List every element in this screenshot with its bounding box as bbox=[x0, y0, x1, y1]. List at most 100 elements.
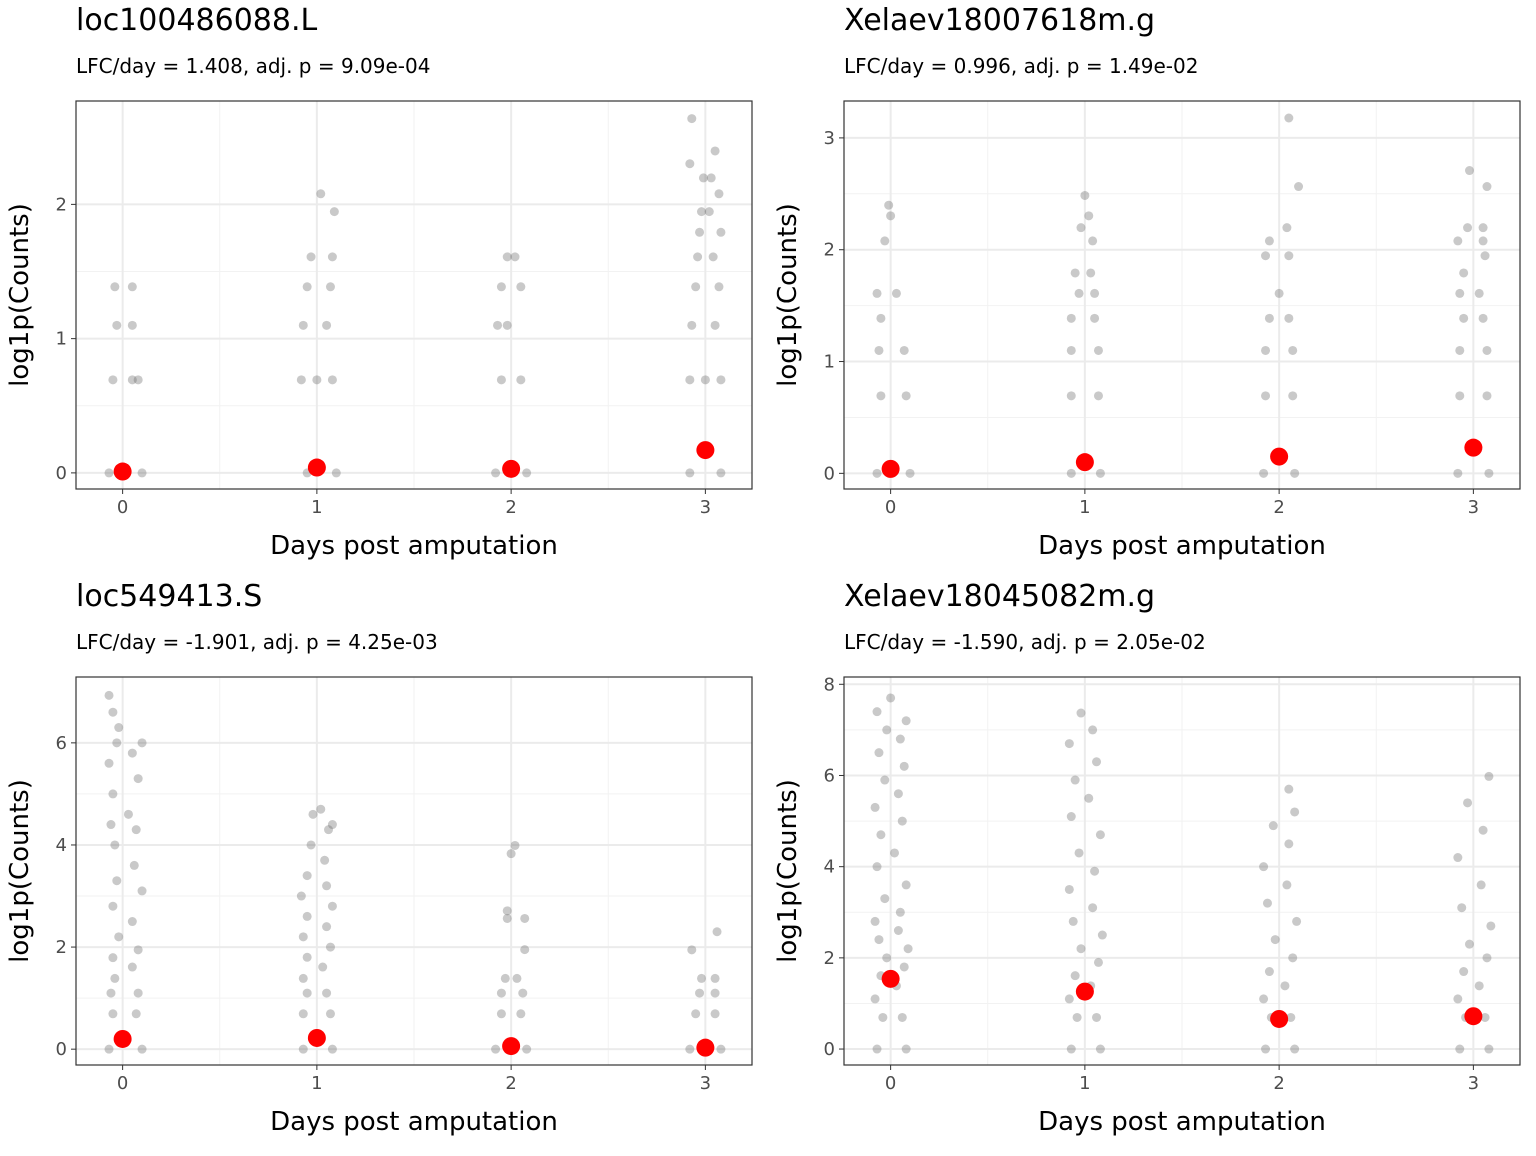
data-point bbox=[880, 236, 890, 246]
data-point bbox=[302, 952, 312, 962]
data-point bbox=[1093, 345, 1103, 355]
data-point bbox=[685, 468, 695, 478]
data-point bbox=[882, 953, 892, 963]
data-point bbox=[1090, 313, 1100, 323]
data-point bbox=[695, 988, 705, 998]
data-point bbox=[1064, 994, 1074, 1004]
data-point bbox=[1282, 223, 1292, 233]
x-axis-label: Days post amputation bbox=[270, 1107, 558, 1137]
data-point bbox=[881, 459, 900, 478]
data-point bbox=[704, 207, 714, 217]
data-point bbox=[104, 468, 114, 478]
y-tick-label: 6 bbox=[824, 765, 835, 786]
chart-title: Xelaev18045082m.g bbox=[844, 579, 1155, 614]
data-point bbox=[1282, 880, 1292, 890]
data-point bbox=[870, 802, 880, 812]
data-point bbox=[1459, 313, 1469, 323]
data-point bbox=[1070, 775, 1080, 785]
data-point bbox=[1478, 236, 1488, 246]
data-point bbox=[1090, 866, 1100, 876]
data-point bbox=[1480, 1012, 1490, 1022]
data-point bbox=[1290, 1044, 1300, 1054]
plot-border bbox=[75, 100, 753, 490]
data-point bbox=[1270, 935, 1280, 945]
data-point bbox=[110, 973, 120, 983]
data-point bbox=[716, 375, 726, 385]
data-point bbox=[1284, 313, 1294, 323]
data-point bbox=[890, 848, 900, 858]
data-point bbox=[1261, 1044, 1271, 1054]
data-point bbox=[502, 459, 521, 478]
data-point bbox=[131, 825, 141, 835]
data-point bbox=[1464, 939, 1474, 949]
data-point bbox=[1463, 223, 1473, 233]
x-tick-label: 1 bbox=[311, 497, 322, 518]
data-point bbox=[1064, 739, 1074, 749]
data-point bbox=[876, 313, 886, 323]
data-point bbox=[874, 935, 884, 945]
data-point bbox=[1290, 807, 1300, 817]
x-axis-label: Days post amputation bbox=[1038, 531, 1326, 561]
data-point bbox=[899, 962, 909, 972]
data-point bbox=[1455, 288, 1465, 298]
y-tick-label: 2 bbox=[56, 194, 67, 215]
data-point bbox=[302, 871, 312, 881]
x-tick-label: 0 bbox=[885, 1073, 896, 1094]
data-point bbox=[1088, 903, 1098, 913]
data-point bbox=[1474, 981, 1484, 991]
data-point bbox=[893, 789, 903, 799]
data-point bbox=[899, 761, 909, 771]
data-point bbox=[1066, 391, 1076, 401]
data-point bbox=[1264, 967, 1274, 977]
data-point bbox=[1288, 953, 1298, 963]
y-tick-label: 0 bbox=[56, 1039, 67, 1060]
data-point bbox=[696, 441, 715, 460]
data-point bbox=[112, 320, 122, 330]
data-point bbox=[1274, 288, 1284, 298]
data-point bbox=[685, 159, 695, 169]
x-tick-label: 1 bbox=[1079, 497, 1090, 518]
data-point bbox=[870, 994, 880, 1004]
data-point bbox=[895, 734, 905, 744]
chart-title: loc100486088.L bbox=[76, 3, 318, 38]
data-point bbox=[1484, 1044, 1494, 1054]
data-point bbox=[108, 1009, 118, 1019]
data-point bbox=[502, 252, 512, 262]
data-point bbox=[522, 1044, 532, 1054]
data-point bbox=[1075, 982, 1094, 1001]
data-point bbox=[874, 748, 884, 758]
data-point bbox=[1286, 1012, 1296, 1022]
data-point bbox=[308, 809, 318, 819]
data-point bbox=[882, 725, 892, 735]
data-point bbox=[1288, 345, 1298, 355]
data-point bbox=[516, 282, 526, 292]
x-tick-label: 2 bbox=[1273, 1073, 1284, 1094]
data-point bbox=[127, 375, 137, 385]
data-point bbox=[1092, 1012, 1102, 1022]
data-point bbox=[872, 288, 882, 298]
data-point bbox=[1453, 468, 1463, 478]
data-point bbox=[880, 894, 890, 904]
data-point bbox=[874, 345, 884, 355]
data-point bbox=[1064, 884, 1074, 894]
data-point bbox=[1294, 182, 1304, 192]
data-point bbox=[108, 953, 118, 963]
data-point bbox=[133, 945, 143, 955]
y-tick-label: 0 bbox=[56, 463, 67, 484]
data-point bbox=[318, 962, 328, 972]
plot-border bbox=[843, 676, 1521, 1066]
x-tick-label: 2 bbox=[505, 1073, 516, 1094]
data-point bbox=[1474, 288, 1484, 298]
x-tick-label: 2 bbox=[1273, 497, 1284, 518]
data-point bbox=[1086, 268, 1096, 278]
chart-title: loc549413.S bbox=[76, 579, 262, 614]
data-point bbox=[1066, 313, 1076, 323]
data-point bbox=[716, 468, 726, 478]
data-point bbox=[905, 468, 915, 478]
data-point bbox=[316, 189, 326, 199]
data-point bbox=[901, 716, 911, 726]
data-point bbox=[127, 962, 137, 972]
data-point bbox=[127, 917, 137, 927]
data-point bbox=[901, 1044, 911, 1054]
data-point bbox=[108, 901, 118, 911]
